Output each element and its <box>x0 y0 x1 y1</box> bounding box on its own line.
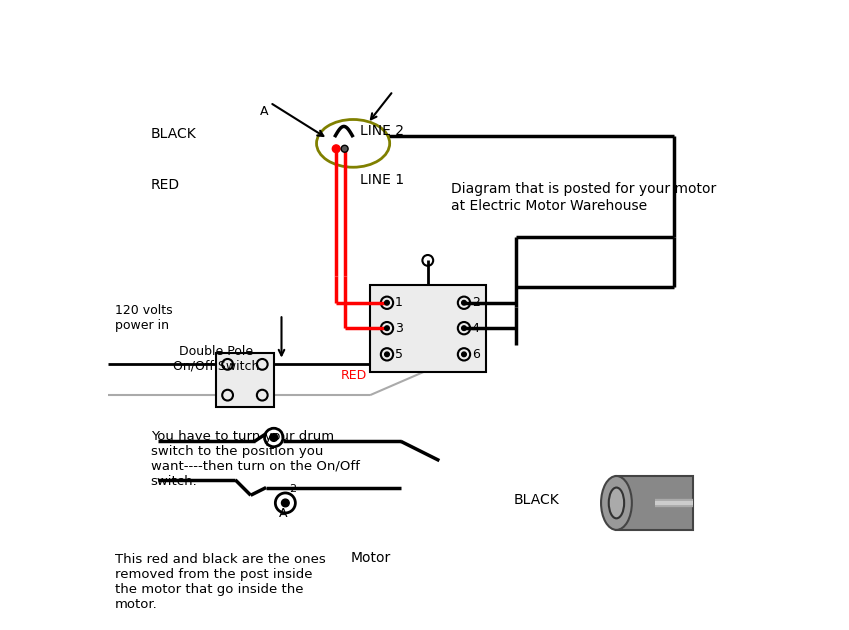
Bar <box>616 476 694 530</box>
Text: 2: 2 <box>290 484 296 494</box>
Text: BLACK: BLACK <box>151 127 196 141</box>
Text: 4: 4 <box>472 322 480 335</box>
Text: This red and black are the ones
removed from the post inside
the motor that go i: This red and black are the ones removed … <box>115 553 325 612</box>
Ellipse shape <box>601 476 632 530</box>
Circle shape <box>385 326 390 331</box>
Text: 5: 5 <box>395 348 402 361</box>
Ellipse shape <box>609 488 624 518</box>
Circle shape <box>385 352 390 357</box>
Text: 120 volts
power in: 120 volts power in <box>115 304 172 331</box>
Bar <box>370 285 486 372</box>
Text: BLACK: BLACK <box>514 493 559 507</box>
Bar <box>216 353 273 407</box>
Text: 3: 3 <box>395 322 402 335</box>
Text: Double Pole
On/Off Switch: Double Pole On/Off Switch <box>173 345 259 373</box>
Text: A: A <box>260 105 268 118</box>
Circle shape <box>385 301 390 305</box>
Circle shape <box>332 145 340 152</box>
Ellipse shape <box>317 120 390 167</box>
Circle shape <box>462 326 466 331</box>
Text: Diagram that is posted for your motor
at Electric Motor Warehouse: Diagram that is posted for your motor at… <box>452 182 717 212</box>
Text: 1: 1 <box>395 296 402 309</box>
Circle shape <box>462 352 466 357</box>
Text: 2: 2 <box>472 296 480 309</box>
Text: RED: RED <box>151 178 180 192</box>
Text: LINE 1: LINE 1 <box>360 173 404 187</box>
Circle shape <box>270 433 278 442</box>
Text: RED: RED <box>340 369 367 382</box>
Circle shape <box>462 301 466 305</box>
Text: LINE 2: LINE 2 <box>360 124 404 139</box>
Text: 6: 6 <box>472 348 480 361</box>
Circle shape <box>282 499 290 507</box>
Text: Motor: Motor <box>350 551 391 565</box>
Ellipse shape <box>639 476 671 530</box>
Circle shape <box>341 146 348 152</box>
Text: A: A <box>279 507 288 520</box>
Text: You have to turn your drum
switch to the position you
want----then turn on the O: You have to turn your drum switch to the… <box>151 430 360 488</box>
